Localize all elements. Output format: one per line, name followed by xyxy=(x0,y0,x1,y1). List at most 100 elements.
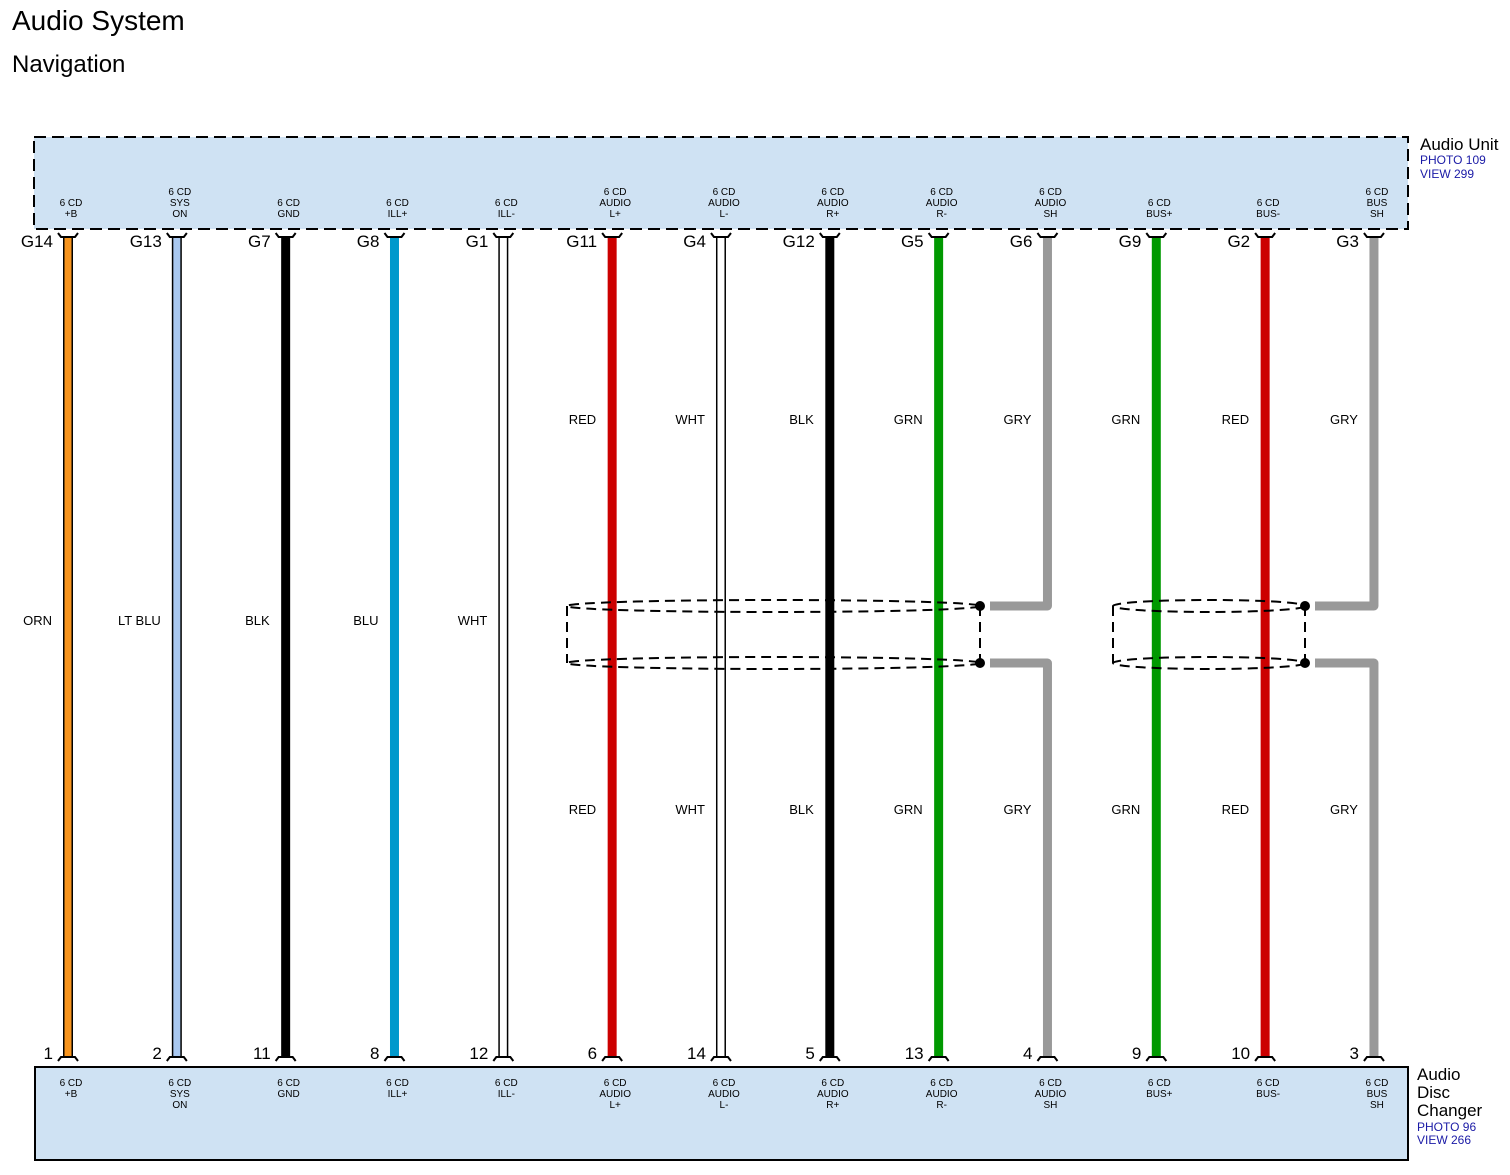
pin-label: G4 xyxy=(683,232,706,251)
wire-color: BLK xyxy=(245,613,270,628)
pin-label: G11 xyxy=(566,232,597,251)
pin-function: 6 CD xyxy=(713,1078,736,1089)
pin-function: AUDIO xyxy=(1035,1089,1067,1100)
connector-pin xyxy=(383,1056,406,1062)
connector-pin xyxy=(710,1056,732,1062)
wire-color: BLK xyxy=(789,802,814,817)
pin-function: 6 CD xyxy=(1148,1078,1171,1089)
connector-pin xyxy=(492,232,515,238)
pin-function: 6 CD xyxy=(277,1078,300,1089)
pin-label: G6 xyxy=(1010,232,1033,251)
wire-color: GRY xyxy=(1330,802,1358,817)
pin-function: AUDIO xyxy=(926,198,958,209)
pin-function: AUDIO xyxy=(599,198,631,209)
connector-pin xyxy=(710,232,732,238)
pin-function: AUDIO xyxy=(817,198,849,209)
wire-color: BLK xyxy=(789,412,814,427)
pin-function: R- xyxy=(936,1100,947,1111)
pin-function: ILL- xyxy=(498,1089,515,1100)
connector-pin xyxy=(819,1056,841,1062)
pin-label: 5 xyxy=(805,1044,814,1063)
pin-function: 6 CD xyxy=(495,198,518,209)
pin-label: 13 xyxy=(905,1044,924,1063)
wire-color: GRN xyxy=(894,412,923,427)
component-name: Disc xyxy=(1417,1083,1451,1102)
connector-pin xyxy=(492,1056,515,1062)
wire-color: GRN xyxy=(1111,412,1140,427)
pin-label: 1 xyxy=(44,1044,53,1063)
connector-pin xyxy=(1036,1056,1059,1062)
pin-function: SH xyxy=(1370,209,1384,220)
connector-pin xyxy=(274,1056,297,1062)
pin-label: 14 xyxy=(687,1044,706,1063)
pin-function: 6 CD xyxy=(821,1078,844,1089)
connector-pin xyxy=(1254,1056,1276,1062)
pin-function: L- xyxy=(720,209,729,220)
component-name: Audio Unit xyxy=(1420,135,1499,154)
pin-label: G13 xyxy=(130,232,162,251)
pin-label: G14 xyxy=(21,232,53,251)
wire-color: GRY xyxy=(1004,802,1032,817)
pin-function: L- xyxy=(720,1100,729,1111)
wire-color: RED xyxy=(569,802,596,817)
connector-pin xyxy=(601,232,623,238)
pin-function: 6 CD xyxy=(277,198,300,209)
pin-function: 6 CD xyxy=(604,187,627,198)
pin-function: 6 CD xyxy=(168,187,191,198)
pin-function: R+ xyxy=(826,209,839,220)
pin-function: 6 CD xyxy=(604,1078,627,1089)
pin-function: SH xyxy=(1370,1100,1384,1111)
connector-pin xyxy=(383,232,406,238)
pin-function: 6 CD xyxy=(821,187,844,198)
connector-pin xyxy=(274,232,297,238)
shield-node xyxy=(1300,658,1310,668)
pin-function: AUDIO xyxy=(708,1089,740,1100)
pin-function: 6 CD xyxy=(60,198,83,209)
pin-function: ON xyxy=(172,1100,187,1111)
pin-function: AUDIO xyxy=(926,1089,958,1100)
pin-function: BUS+ xyxy=(1146,1089,1173,1100)
pin-function: AUDIO xyxy=(1035,198,1067,209)
pin-function: ON xyxy=(172,209,187,220)
component-name: Audio xyxy=(1417,1065,1460,1084)
pin-function: 6 CD xyxy=(713,187,736,198)
view-ref: VIEW 266 xyxy=(1417,1133,1471,1147)
connector-pin xyxy=(1145,232,1168,238)
pin-function: SH xyxy=(1044,209,1058,220)
subtitle: Navigation xyxy=(12,51,125,78)
pin-function: L+ xyxy=(609,209,621,220)
pin-function: ILL- xyxy=(498,209,515,220)
pin-function: R- xyxy=(936,209,947,220)
pin-label: 9 xyxy=(1132,1044,1141,1063)
connector-pin xyxy=(601,1056,623,1062)
connector-pin xyxy=(927,1056,950,1062)
wire-color: WHT xyxy=(458,613,488,628)
wire-color: BLU xyxy=(353,613,378,628)
shield xyxy=(566,599,981,613)
pin-function: SH xyxy=(1044,1100,1058,1111)
wire-color: RED xyxy=(569,412,596,427)
wire xyxy=(1315,658,1379,1057)
pin-label: 6 xyxy=(588,1044,597,1063)
wire-color: ORN xyxy=(23,613,52,628)
disc-changer-box xyxy=(34,1066,1409,1161)
wire-color: GRY xyxy=(1004,412,1032,427)
pin-function: 6 CD xyxy=(495,1078,518,1089)
pin-label: G7 xyxy=(248,232,271,251)
pin-label: G1 xyxy=(466,232,489,251)
pin-function: 6 CD xyxy=(1257,198,1280,209)
pin-label: G8 xyxy=(357,232,380,251)
wire xyxy=(1315,238,1379,611)
view-ref: VIEW 299 xyxy=(1420,167,1474,181)
pin-function: 6 CD xyxy=(60,1078,83,1089)
pin-label: G5 xyxy=(901,232,924,251)
wire-color: RED xyxy=(1222,802,1249,817)
pin-label: G3 xyxy=(1336,232,1359,251)
connector-pin xyxy=(57,1056,79,1062)
shield-node xyxy=(975,658,985,668)
pin-function: 6 CD xyxy=(930,187,953,198)
pin-label: 2 xyxy=(152,1044,161,1063)
pin-label: 12 xyxy=(469,1044,488,1063)
pin-function: 6 CD xyxy=(1039,187,1062,198)
